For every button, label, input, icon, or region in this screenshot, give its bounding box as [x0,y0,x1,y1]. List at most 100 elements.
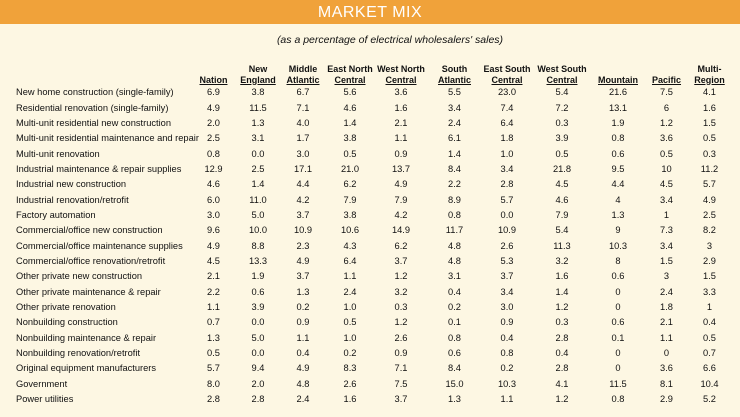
row-label: Original equipment manufacturers [16,363,157,374]
cell-value: 4.3 [343,240,357,251]
row-label: Multi-unit residential new construction [16,117,172,128]
table-row: Commercial/office maintenance supplies 4.… [0,238,730,253]
column-header-line: Central [546,74,578,85]
cell-value: 4.5 [207,255,220,266]
cell-value: 4 [615,194,621,205]
cell-value: 7.9 [394,194,408,205]
column-header-line: East North [327,64,373,74]
cell-value: 7.1 [394,363,408,374]
cell-value: 11.2 [700,163,719,174]
column-header-line: East South [483,64,531,74]
cell-value: 2.9 [660,394,673,405]
column-header-line: South [441,64,468,74]
cell-value: 8 [615,255,621,266]
cell-value: 0.8 [611,394,625,405]
cell-value: 4.8 [448,255,461,266]
cell-value: 6.2 [343,179,357,190]
table-row: Multi-unit residential new construction 2… [0,116,730,131]
cell-value: 1.4 [448,148,461,159]
cell-value: 0.6 [611,317,625,328]
cell-value: 1 [706,301,713,312]
cell-value: 4.8 [448,240,461,251]
cell-value: 13.3 [248,255,268,266]
cell-value: 2.8 [207,394,220,405]
corner [0,53,192,85]
cell-value: 0.6 [251,286,265,297]
cell-value: 0.4 [448,286,461,297]
cell-value: 1 [663,209,670,220]
column-header: Mountain [592,53,644,85]
row-label: Commercial/office maintenance supplies [16,240,183,251]
cell-value: 1.6 [555,271,569,282]
table-row: Residential renovation (single-family) 4.… [0,100,730,115]
cell-value: 3.7 [296,209,310,220]
table-row: Multi-unit renovation 0.8 0.0 3.0 0.5 0.9 1.4 1… [0,146,730,161]
cell-value: 0.4 [703,317,716,328]
cell-value: 0 [615,286,621,297]
cell-value: 0.9 [394,348,408,359]
cell-value: 7.9 [343,194,357,205]
row-label: Nonbuilding renovation/retrofit [16,348,141,359]
column-header-line: Atlantic [286,74,320,85]
cell-value: 0.5 [343,148,357,159]
cell-value: 2.5 [207,133,220,144]
cell-value: 1.6 [703,102,716,113]
column-header: Pacific [644,53,689,85]
cell-value: 2.6 [343,378,357,389]
cell-value: 3.4 [660,194,673,205]
table-row: Other private new construction 2.1 1.9 3.7 1… [0,269,730,284]
cell-value: 8.3 [343,363,357,374]
column-header: West South Central [532,53,592,85]
row-label: Other private maintenance & repair [16,286,161,297]
cell-value: 1.5 [660,255,673,266]
table-row: Original equipment manufacturers 5.7 9.4 4.… [0,361,730,376]
cell-value: 3 [706,240,713,251]
cell-value: 7.5 [394,378,408,389]
subtitle: (as a percentage of electrical wholesale… [276,34,504,46]
row-label: Commercial/office new construction [16,225,163,236]
row-label: Nonbuilding construction [16,317,118,328]
cell-value: 1.2 [555,301,569,312]
cell-value: 4.5 [660,179,673,190]
cell-value: 17.1 [293,163,313,174]
cell-value: 1.8 [660,301,673,312]
row-label: Industrial renovation/retrofit [16,194,129,205]
cell-value: 0.2 [343,348,357,359]
cell-value: 0.1 [611,332,625,343]
cell-value: 1.4 [343,117,357,128]
cell-value: 5.5 [448,87,461,98]
cell-value: 6 [663,102,670,113]
cell-value: 8.1 [660,378,673,389]
cell-value: 4.5 [555,179,569,190]
cell-value: 4.0 [296,117,310,128]
row-label: Multi-unit renovation [16,148,100,159]
cell-value: 7.9 [555,209,569,220]
cell-value: 0.5 [555,148,569,159]
cell-value: 9 [615,225,621,236]
cell-value: 1.2 [660,117,673,128]
row-label: Industrial maintenance & repair supplies [16,163,182,174]
column-header-line: England [240,74,276,85]
cell-value: 1.9 [611,117,625,128]
cell-value: 0.8 [500,348,514,359]
cell-value: 11.7 [445,225,464,236]
cell-value: 1.7 [296,133,310,144]
cell-value: 2.2 [448,179,461,190]
cell-value: 0.4 [500,332,514,343]
cell-value: 1.4 [555,286,569,297]
cell-value: 3.9 [251,301,265,312]
cell-value: 3.4 [448,102,461,113]
table-row: Government 8.0 2.0 4.8 2.6 7.5 15.0 10.3 4.1 11.5… [0,377,730,392]
cell-value: 1.3 [251,117,265,128]
column-header-line: Mountain [598,74,638,85]
cell-value: 1.2 [394,317,408,328]
cell-value: 9.6 [207,225,220,236]
cell-value: 2.5 [703,209,716,220]
cell-value: 4.2 [296,194,310,205]
cell-value: 13.1 [608,102,628,113]
cell-value: 6.1 [448,133,461,144]
cell-value: 7.3 [660,225,673,236]
cell-value: 0.3 [394,301,408,312]
cell-value: 8.4 [448,363,461,374]
